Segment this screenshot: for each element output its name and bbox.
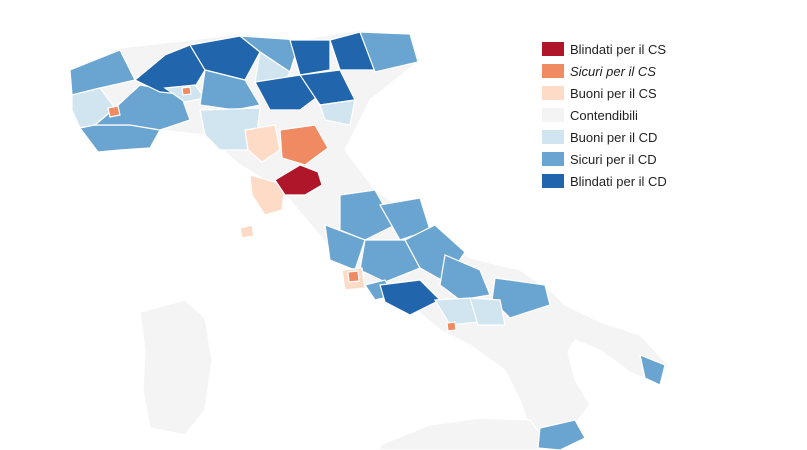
legend-swatch xyxy=(542,174,564,188)
region-molise xyxy=(439,254,491,301)
legend-item: Buoni per il CD xyxy=(542,126,667,148)
legend-label: Sicuri per il CS xyxy=(570,63,656,79)
region-tuscany-dot xyxy=(239,224,255,239)
legend-item: Contendibili xyxy=(542,104,667,126)
legend-label: Blindati per il CS xyxy=(570,41,667,57)
region-campania-north xyxy=(379,279,442,316)
legend-label: Buoni per il CD xyxy=(570,129,658,145)
region-sicily-tip xyxy=(537,419,586,450)
region-veneto-west xyxy=(254,74,321,111)
region-naples-dot xyxy=(446,321,457,332)
region-tuscany-north xyxy=(244,124,281,163)
legend: Blindati per il CS Sicuri per il CS Buoni … xyxy=(542,38,667,192)
legend-swatch xyxy=(542,130,564,144)
central-regions xyxy=(199,107,666,450)
region-puglia-north xyxy=(491,277,551,319)
legend-item: Sicuri per il CS xyxy=(542,60,667,82)
region-marche-north xyxy=(339,189,396,241)
legend-swatch xyxy=(542,86,564,100)
legend-swatch xyxy=(542,108,564,122)
north-regions xyxy=(69,31,419,153)
legend-swatch xyxy=(542,42,564,56)
legend-item: Sicuri per il CD xyxy=(542,148,667,170)
legend-swatch xyxy=(542,64,564,78)
legend-label: Contendibili xyxy=(570,107,638,123)
legend-label: Blindati per il CD xyxy=(570,173,667,189)
region-emilia-east xyxy=(279,124,329,166)
legend-swatch xyxy=(542,152,564,166)
region-friuli xyxy=(359,31,419,73)
legend-item: Blindati per il CD xyxy=(542,170,667,192)
region-turin-dot xyxy=(107,105,121,118)
legend-label: Sicuri per il CD xyxy=(570,151,657,167)
region-liguria-east xyxy=(199,107,261,151)
sicily-base xyxy=(379,417,546,450)
region-abruzzo-west xyxy=(359,239,421,283)
region-milan-dot xyxy=(181,86,192,96)
region-veneto-coast xyxy=(319,99,356,126)
legend-item: Blindati per il CS xyxy=(542,38,667,60)
region-trentino-east xyxy=(289,39,331,76)
region-florence xyxy=(274,164,323,196)
region-lombardy-east xyxy=(199,69,261,111)
region-aosta xyxy=(69,49,136,96)
region-rome-dot xyxy=(347,270,360,283)
region-puglia-south xyxy=(639,354,666,386)
sardinia-base xyxy=(139,299,213,436)
region-campania-east xyxy=(469,297,506,326)
legend-label: Buoni per il CS xyxy=(570,85,657,101)
region-lombardy-north xyxy=(189,35,261,81)
region-piedmont-south xyxy=(78,124,161,153)
legend-item: Buoni per il CS xyxy=(542,82,667,104)
